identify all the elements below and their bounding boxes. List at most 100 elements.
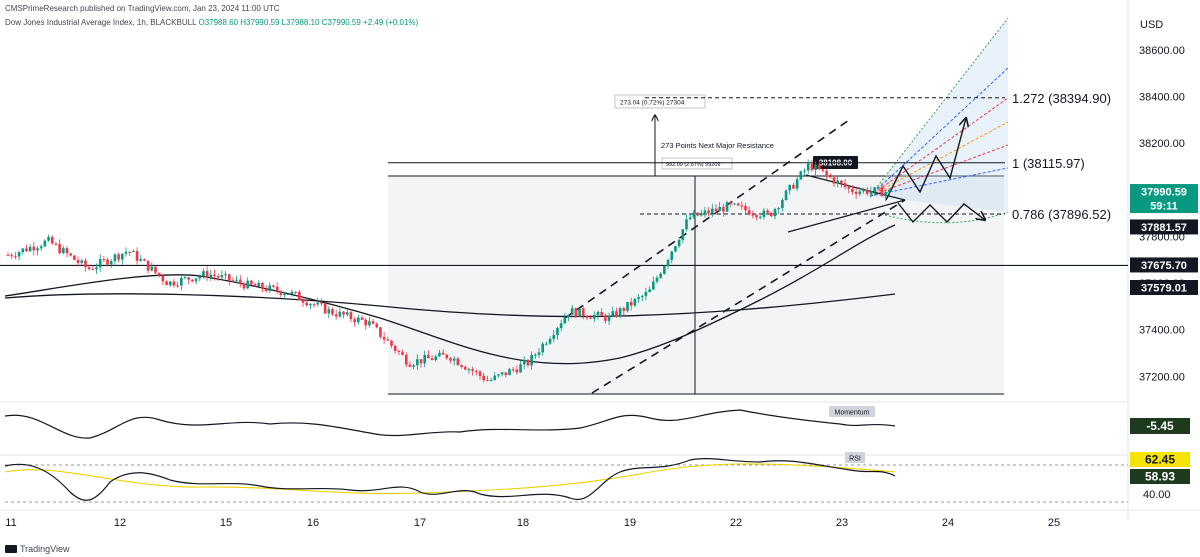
- candle-body: [28, 246, 32, 252]
- candle-body: [552, 335, 556, 339]
- rsi-signal-value: 62.45: [1145, 453, 1175, 467]
- y-tick-label: 38200.00: [1139, 138, 1185, 150]
- measure-label: 273.04 (0.72%) 27304: [620, 100, 685, 107]
- candle-body: [688, 217, 692, 220]
- momentum-tag: Momentum: [834, 410, 869, 417]
- candle-body: [534, 354, 537, 356]
- candle-body: [615, 311, 618, 317]
- candle-body: [556, 328, 559, 336]
- candle-body: [353, 319, 356, 323]
- candle-body: [150, 266, 154, 271]
- rsi-value-box: [1130, 469, 1190, 484]
- candle-body: [589, 317, 592, 319]
- candle-body: [364, 319, 367, 326]
- y-tick-label: 37800.00: [1139, 231, 1185, 243]
- candle-body: [91, 269, 95, 271]
- candle-body: [128, 251, 131, 253]
- candle-body: [663, 266, 666, 274]
- fan-line-6: [869, 167, 1009, 197]
- candle-body: [703, 210, 707, 213]
- candle-body: [320, 302, 323, 304]
- candle-body: [593, 314, 596, 319]
- candle-body: [559, 323, 563, 329]
- candle-body: [62, 248, 65, 254]
- candle-body: [109, 260, 113, 265]
- candle-body: [202, 271, 205, 277]
- y-tick-label: 37200.00: [1139, 371, 1185, 383]
- x-tick-label: 24: [942, 517, 954, 529]
- tradingview-brand: TradingView: [20, 544, 70, 554]
- rsi-tag: RSI: [849, 456, 861, 463]
- candle-body: [404, 354, 408, 365]
- rsi-signal-line: [4, 463, 896, 495]
- candle-body: [854, 191, 858, 194]
- price-label-box: [1130, 219, 1198, 235]
- candle-body: [677, 240, 681, 247]
- candle-body: [762, 210, 766, 217]
- candle-body: [239, 279, 242, 284]
- candle-body: [843, 183, 847, 188]
- candle-body: [194, 278, 198, 282]
- candle-body: [799, 171, 803, 180]
- candle-body: [205, 271, 209, 278]
- candle-body: [806, 163, 810, 171]
- candle-body: [180, 277, 183, 286]
- header-publish: CMSPrimeResearch published on TradingVie…: [5, 4, 280, 13]
- candle-body: [69, 253, 72, 256]
- candle-body: [441, 352, 445, 355]
- candle-body: [862, 189, 865, 192]
- candle-body: [758, 216, 762, 218]
- candle-body: [231, 280, 235, 282]
- candle-body: [500, 372, 504, 375]
- range-measure-label: 992.09 (2.67%) 99209: [666, 162, 720, 168]
- y-tick-label: 38400.00: [1139, 92, 1185, 104]
- candle-body: [817, 164, 821, 170]
- candle-body: [312, 304, 316, 306]
- candle-body: [784, 190, 788, 201]
- bearish-scenario-path: [897, 202, 985, 224]
- x-tick-label: 23: [836, 517, 848, 529]
- candle-body: [666, 259, 670, 267]
- candle-body: [792, 184, 795, 189]
- channel-lower: [591, 199, 906, 394]
- candle-body: [146, 260, 150, 271]
- candle-body: [323, 303, 327, 314]
- candle-body: [135, 250, 139, 261]
- candle-body: [847, 187, 851, 189]
- candle-body: [722, 206, 725, 212]
- candle-body: [360, 317, 364, 320]
- candle-body: [87, 267, 91, 270]
- channel-upper: [564, 117, 853, 319]
- candle-body: [729, 202, 733, 204]
- candle-body: [17, 252, 21, 257]
- candle-body: [412, 365, 415, 367]
- candle-body: [32, 246, 36, 251]
- tradingview-logo: TradingView: [5, 544, 70, 554]
- candle-body: [486, 380, 489, 382]
- candle-body: [460, 365, 463, 367]
- triangle-lower: [787, 199, 906, 233]
- candle-body: [187, 277, 190, 280]
- candle-body: [478, 371, 482, 376]
- candle-body: [744, 205, 747, 211]
- candle-body: [585, 316, 589, 318]
- candle-body: [257, 282, 261, 287]
- candle-body: [570, 308, 574, 315]
- price-label-text: 37990.59: [1141, 187, 1187, 199]
- x-tick-label: 18: [517, 517, 529, 529]
- fib-level-label: 0.786 (37896.52): [1012, 207, 1111, 222]
- symbol-ohlc: O37988.60 H37990.59 L37988.10 C37990.59 …: [198, 18, 419, 27]
- candle-body: [755, 215, 758, 218]
- header-symbol: Dow Jones Industrial Average Index, 1h, …: [5, 18, 418, 27]
- candle-body: [574, 308, 578, 317]
- candle-body: [858, 191, 862, 194]
- candle-body: [740, 205, 744, 207]
- candle-body: [65, 248, 69, 254]
- candle-body: [416, 359, 419, 366]
- candle-body: [298, 292, 301, 301]
- rsi-signal-box: [1130, 452, 1190, 467]
- candle-body: [766, 210, 769, 213]
- momentum-value: -5.45: [1146, 419, 1174, 433]
- candle-body: [537, 352, 541, 355]
